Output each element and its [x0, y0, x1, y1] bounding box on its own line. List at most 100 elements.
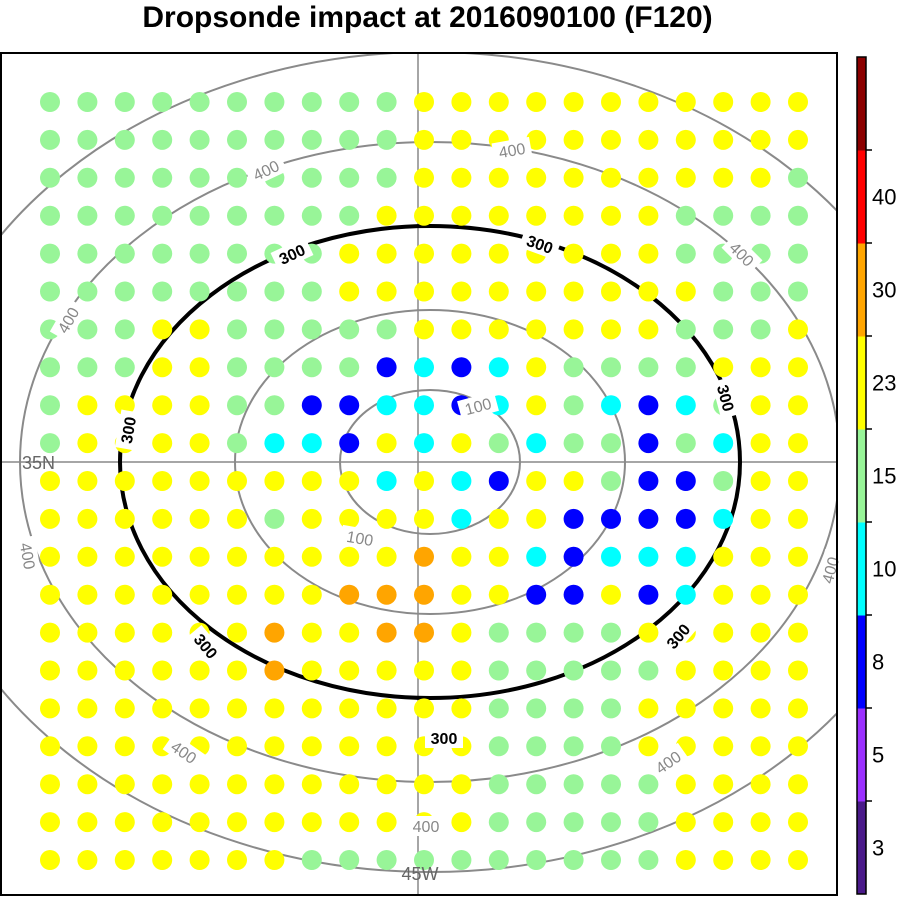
sonde-point	[788, 205, 808, 226]
sonde-point	[40, 471, 60, 491]
ring-label-bg	[407, 816, 445, 836]
sonde-point	[601, 660, 621, 681]
sonde-point	[488, 205, 509, 226]
sonde-point	[788, 92, 808, 112]
sonde-point	[638, 471, 659, 491]
sonde-point	[675, 129, 696, 150]
sonde-point	[301, 357, 322, 378]
sonde-point	[451, 812, 472, 833]
sonde-point	[264, 281, 285, 302]
sonde-point	[77, 167, 98, 188]
sonde-point	[451, 92, 472, 112]
sonde-point	[750, 508, 771, 529]
sonde-point	[414, 471, 434, 491]
sonde-point	[414, 395, 434, 416]
sonde-point	[713, 433, 734, 454]
sonde-point	[114, 243, 135, 264]
sonde-point	[40, 508, 60, 529]
sonde-point	[77, 546, 98, 567]
sonde-point	[713, 319, 734, 340]
sonde-point	[788, 471, 808, 491]
sonde-point	[451, 205, 472, 226]
sonde-point	[675, 395, 696, 416]
sonde-point	[227, 584, 247, 605]
sonde-point	[414, 319, 434, 340]
sonde-point	[788, 546, 808, 567]
sonde-point	[40, 850, 60, 870]
sonde-point	[40, 698, 60, 719]
sonde-point	[563, 622, 584, 643]
sonde-point	[601, 281, 621, 302]
sonde-point	[750, 471, 771, 491]
sonde-point	[638, 433, 659, 454]
sonde-point	[638, 357, 659, 378]
sonde-point	[77, 205, 98, 226]
sonde-point	[189, 167, 210, 188]
sonde-point	[264, 357, 285, 378]
sonde-point	[675, 205, 696, 226]
sonde-point	[713, 92, 734, 112]
sonde-point	[563, 850, 584, 870]
sonde-point	[638, 205, 659, 226]
sonde-point	[339, 622, 360, 643]
sonde-point	[114, 205, 135, 226]
sonde-point	[788, 167, 808, 188]
sonde-point	[713, 698, 734, 719]
sonde-point	[414, 660, 434, 681]
colorbar-segment	[857, 522, 866, 616]
sonde-point	[152, 395, 173, 416]
sonde-point	[40, 281, 60, 302]
sonde-point	[414, 774, 434, 795]
sonde-point	[451, 508, 472, 529]
sonde-point	[563, 698, 584, 719]
colorbar-segment	[857, 243, 866, 337]
sonde-point	[376, 660, 397, 681]
sonde-point	[77, 471, 98, 491]
sonde-point	[526, 395, 547, 416]
ring-label: 300	[713, 383, 736, 413]
sonde-point	[339, 546, 360, 567]
sonde-point	[189, 812, 210, 833]
colorbar: 3 5 8 10 15 23 30 40	[856, 56, 896, 895]
sonde-point	[77, 357, 98, 378]
sonde-point	[376, 698, 397, 719]
sonde-point	[750, 205, 771, 226]
sonde-point	[601, 129, 621, 150]
sonde-point	[563, 812, 584, 833]
sonde-point	[114, 812, 135, 833]
colorbar-tick-label: 15	[872, 464, 896, 489]
sonde-point	[152, 205, 173, 226]
sonde-point	[451, 850, 472, 870]
sonde-point	[77, 319, 98, 340]
sonde-point	[301, 92, 322, 112]
sonde-point	[488, 357, 509, 378]
sonde-point	[152, 774, 173, 795]
map-frame	[0, 52, 838, 896]
sonde-point	[451, 281, 472, 302]
sonde-point	[788, 395, 808, 416]
sonde-point	[563, 433, 584, 454]
sonde-point	[40, 205, 60, 226]
ring-label-bg	[270, 236, 314, 272]
sonde-point	[40, 622, 60, 643]
sonde-point	[675, 92, 696, 112]
sonde-point	[152, 433, 173, 454]
colorbar-tick-label: 23	[872, 371, 896, 396]
sonde-point	[601, 584, 621, 605]
sonde-point	[638, 395, 659, 416]
sonde-point	[675, 660, 696, 681]
sonde-point	[227, 319, 247, 340]
sonde-point	[264, 471, 285, 491]
sonde-point	[788, 357, 808, 378]
chart-title: Dropsonde impact at 2016090100 (F120)	[142, 1, 713, 34]
sonde-point	[114, 774, 135, 795]
colorbar-tick-label: 40	[872, 185, 896, 210]
sonde-point	[376, 357, 397, 378]
sonde-point	[788, 622, 808, 643]
sonde-point	[40, 395, 60, 416]
sonde-point	[414, 508, 434, 529]
sonde-point	[713, 736, 734, 757]
sonde-point	[750, 736, 771, 757]
colorbar-tick-label: 3	[872, 836, 884, 861]
sonde-point	[227, 243, 247, 264]
